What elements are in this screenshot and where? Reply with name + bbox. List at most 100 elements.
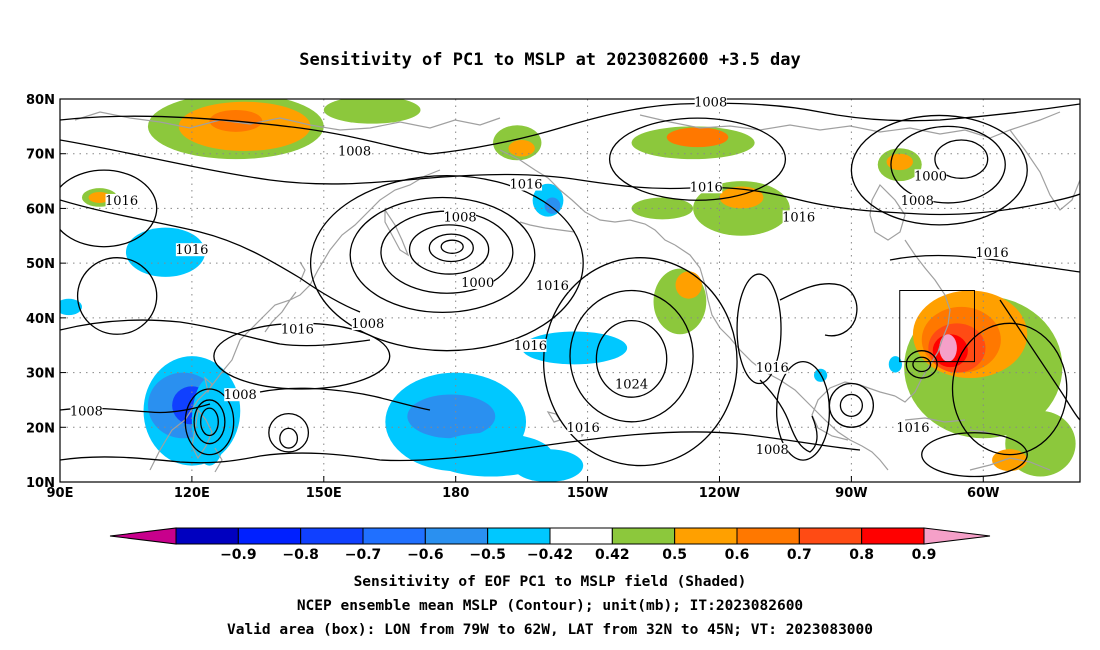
caption-valid-area: Valid area (box): LON from 79W to 62W, L… bbox=[226, 622, 873, 638]
caption-shaded: Sensitivity of EOF PC1 to MSLP field (Sh… bbox=[353, 574, 747, 590]
contour-1016-mid bbox=[60, 199, 361, 313]
contour-label-bg-10 bbox=[694, 95, 727, 109]
mslp-contour-layer bbox=[60, 102, 1080, 478]
shade-blob-9 bbox=[125, 227, 206, 277]
lon-tick-label-6: 90W bbox=[835, 486, 867, 501]
contour-labels: 1008 1016 1016 1016 1008 1000 1016 1008 1016 1016… bbox=[70, 95, 1009, 458]
contour-label-8: 1016 bbox=[281, 323, 314, 338]
shade-blob-4 bbox=[191, 378, 228, 466]
shade-blob-24 bbox=[666, 127, 729, 148]
shade-blob-28 bbox=[719, 186, 764, 209]
shade-blob-6 bbox=[407, 394, 496, 439]
contour-label-13: 1000 bbox=[914, 169, 947, 184]
colorbar-label-7: 0.5 bbox=[662, 547, 687, 563]
axis-ticks: 90E 120E 150E 180 150W 120W 90W 60W 80N 70N 60N 50N… bbox=[26, 93, 999, 501]
colorbar-label-2: −0.7 bbox=[345, 547, 382, 563]
shade-blob-8 bbox=[512, 449, 584, 482]
colorbar-label-4: −0.5 bbox=[469, 547, 506, 563]
colorbar-label-3: −0.6 bbox=[407, 547, 444, 563]
contour-ring-5 bbox=[428, 233, 474, 263]
lat-tick-label-0: 80N bbox=[26, 93, 55, 108]
colorbar-box-11 bbox=[861, 527, 925, 545]
contour-label-bg-19 bbox=[756, 442, 789, 456]
contour-label-1: 1016 bbox=[105, 194, 138, 209]
contour-ring-15 bbox=[268, 412, 310, 453]
shade-blob-19 bbox=[88, 192, 111, 203]
contour-label-17: 1016 bbox=[756, 361, 789, 376]
colorbar-box-1 bbox=[237, 527, 302, 545]
contour-1008-mexico bbox=[759, 379, 818, 453]
contour-ring-22 bbox=[839, 393, 864, 417]
valid-area-box bbox=[899, 290, 975, 363]
contour-1016-atlantic bbox=[889, 254, 1080, 273]
colorbar-box-2 bbox=[300, 527, 364, 545]
contour-label-bg-20 bbox=[896, 421, 929, 435]
contour-1008-arctic bbox=[60, 102, 1080, 155]
lat-tick-label-4: 40N bbox=[26, 312, 55, 327]
caption-contour: NCEP ensemble mean MSLP (Contour); unit(… bbox=[296, 598, 804, 614]
coastline-kamchatka bbox=[384, 208, 410, 257]
contour-label-7: 1008 bbox=[351, 317, 384, 332]
colorbar-box-8 bbox=[674, 527, 738, 545]
lon-tick-label-0: 90E bbox=[47, 486, 74, 501]
contour-label-bg-14 bbox=[901, 193, 934, 207]
shade-blob-31 bbox=[675, 271, 702, 299]
contour-label-bg-1 bbox=[105, 193, 138, 207]
colorbar-box-9 bbox=[736, 527, 800, 545]
figure-title: Sensitivity of PC1 to MSLP at 2023082600… bbox=[299, 50, 801, 70]
coastline-na-arctic bbox=[639, 111, 1061, 139]
colorbar-label-10: 0.8 bbox=[849, 547, 874, 563]
colorbar-box-7 bbox=[611, 527, 676, 545]
shade-blob-20 bbox=[323, 99, 421, 124]
shade-blob-11 bbox=[544, 197, 561, 214]
contour-ring-8 bbox=[595, 319, 668, 398]
contour-ring-10 bbox=[542, 257, 738, 467]
contour-ring-14 bbox=[279, 427, 299, 449]
contour-ring-19 bbox=[608, 117, 787, 201]
contour-label-bg-7 bbox=[351, 317, 384, 331]
contour-label-18: 1016 bbox=[567, 421, 600, 436]
contour-ring-24 bbox=[775, 360, 831, 461]
contour-ring-16 bbox=[934, 139, 989, 179]
lat-tick-label-2: 60N bbox=[26, 202, 55, 217]
lon-tick-label-3: 180 bbox=[442, 486, 469, 501]
contour-label-bg-18 bbox=[567, 421, 600, 435]
contour-label-20: 1016 bbox=[896, 421, 929, 436]
contour-1016-north bbox=[60, 139, 1080, 216]
contour-label-bg-9 bbox=[514, 338, 547, 352]
colorbar-label-8: 0.6 bbox=[725, 547, 750, 563]
contour-label-5: 1000 bbox=[461, 276, 494, 291]
contour-ring-25 bbox=[951, 322, 1068, 456]
contour-label-21: 1008 bbox=[224, 388, 257, 403]
contour-label-bg-12 bbox=[782, 210, 815, 224]
coastline-japan bbox=[264, 261, 306, 333]
contour-ring-13 bbox=[184, 388, 235, 456]
contour-label-bg-11 bbox=[690, 180, 723, 194]
shade-blob-37 bbox=[939, 334, 957, 362]
lon-tick-label-1: 120E bbox=[174, 486, 210, 501]
shade-blob-26 bbox=[886, 153, 913, 171]
shade-blob-12 bbox=[60, 298, 82, 316]
contour-ring-12 bbox=[193, 399, 226, 445]
shade-blob-29 bbox=[631, 197, 694, 220]
contour-label-11: 1016 bbox=[690, 180, 723, 195]
contour-label-0: 1008 bbox=[338, 145, 371, 160]
colorbar-low-triangle bbox=[109, 527, 177, 545]
coastline-greenland bbox=[1009, 129, 1080, 211]
dotted-grid bbox=[60, 99, 1080, 482]
contour-ring-2 bbox=[349, 196, 536, 314]
lat-tick-label-5: 30N bbox=[26, 367, 55, 382]
colorbar-box-6 bbox=[549, 527, 613, 545]
lon-tick-label-2: 150E bbox=[306, 486, 342, 501]
contour-ring-6 bbox=[440, 239, 464, 254]
coastline-gulf-mexico bbox=[811, 381, 896, 441]
coastline-taiwan-philippines bbox=[191, 376, 223, 473]
contour-label-bg-8 bbox=[281, 322, 314, 336]
contour-label-bg-0 bbox=[338, 144, 371, 158]
colorbar-high-triangle bbox=[923, 527, 991, 545]
contour-label-16: 1024 bbox=[615, 377, 648, 392]
lat-tick-label-1: 70N bbox=[26, 148, 55, 163]
lon-tick-label-7: 60W bbox=[967, 486, 999, 501]
colorbar-box-4 bbox=[424, 527, 489, 545]
